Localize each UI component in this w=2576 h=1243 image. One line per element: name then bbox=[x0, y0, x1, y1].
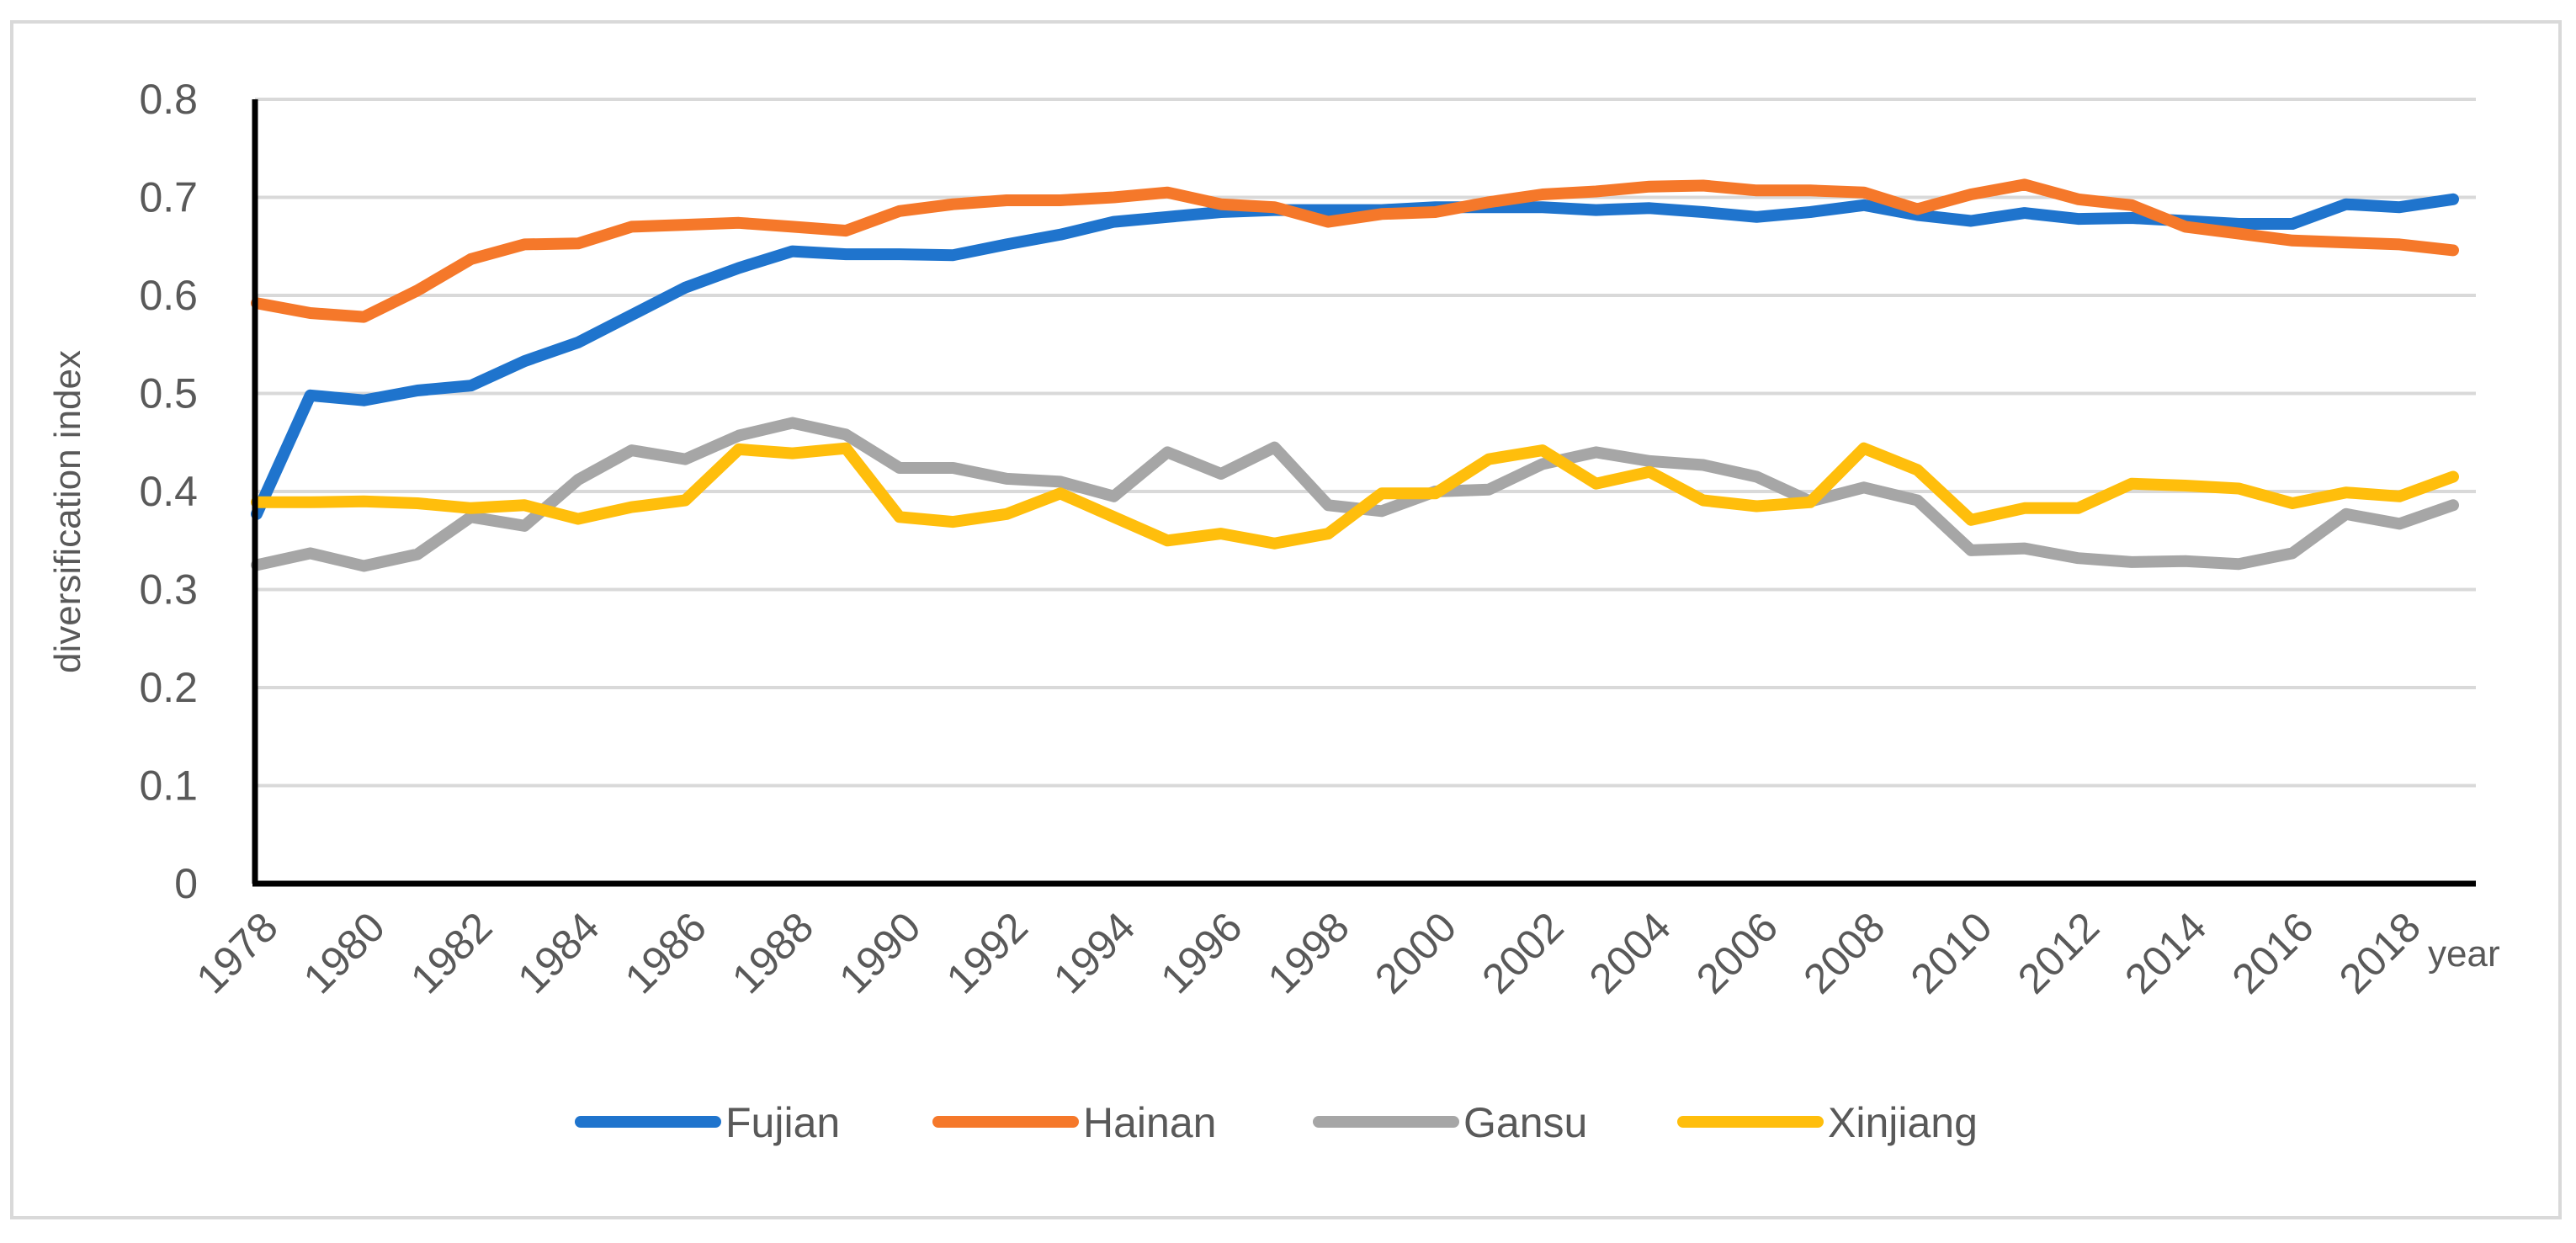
legend-label-fujian: Fujian bbox=[725, 1099, 840, 1146]
x-tick-label: 1984 bbox=[508, 903, 608, 1002]
series-lines bbox=[251, 178, 2459, 572]
x-tick-label: 1992 bbox=[937, 903, 1037, 1002]
legend: Fujian Hainan Gansu Xinjiang bbox=[575, 1099, 1978, 1146]
x-tick-label: 1998 bbox=[1259, 903, 1358, 1002]
y-tick-label: 0.6 bbox=[139, 272, 198, 319]
x-tick-label: 1982 bbox=[401, 903, 501, 1002]
legend-label-hainan: Hainan bbox=[1083, 1099, 1216, 1146]
x-tick-label: 2004 bbox=[1580, 903, 1680, 1002]
y-tick-label: 0.3 bbox=[139, 566, 198, 614]
y-tick-label: 0.5 bbox=[139, 370, 198, 417]
x-tick-label: 1990 bbox=[830, 903, 929, 1002]
y-tick-label: 0.1 bbox=[139, 762, 198, 810]
x-tick-label: 1994 bbox=[1044, 903, 1144, 1002]
y-axis-title: diversification index bbox=[47, 350, 88, 673]
y-tick-label: 0.2 bbox=[139, 664, 198, 711]
series-line-fujian bbox=[251, 193, 2459, 520]
series-line-gansu bbox=[251, 417, 2459, 572]
x-tick-label: 2012 bbox=[2009, 903, 2108, 1002]
legend-label-xinjiang: Xinjiang bbox=[1828, 1099, 1978, 1146]
x-tick-label: 1988 bbox=[723, 903, 822, 1002]
x-tick-labels: 1978 1980 1982 1984 1986 1988 1990 1992 1994 1996… bbox=[188, 903, 2430, 1002]
gridlines bbox=[255, 98, 2476, 788]
x-axis-title: year bbox=[2428, 933, 2500, 975]
x-tick-label: 1980 bbox=[295, 903, 394, 1002]
series-line-hainan bbox=[251, 178, 2459, 323]
x-tick-label: 2014 bbox=[2116, 903, 2215, 1002]
x-tick-label: 2016 bbox=[2223, 903, 2323, 1002]
axes bbox=[252, 99, 2476, 887]
x-tick-label: 2018 bbox=[2330, 903, 2430, 1002]
y-tick-labels: 0 0.1 0.2 0.3 0.4 0.5 0.6 0.7 0.8 bbox=[139, 76, 198, 907]
series-line-xinjiang bbox=[251, 442, 2459, 550]
x-tick-label: 2008 bbox=[1794, 903, 1893, 1002]
x-tick-label: 2006 bbox=[1687, 903, 1787, 1002]
x-tick-label: 2002 bbox=[1473, 903, 1572, 1002]
y-tick-label: 0.4 bbox=[139, 468, 198, 515]
x-tick-label: 1978 bbox=[188, 903, 287, 1002]
y-tick-label: 0.7 bbox=[139, 174, 198, 221]
y-tick-label: 0.8 bbox=[139, 76, 198, 123]
legend-label-gansu: Gansu bbox=[1463, 1099, 1587, 1146]
y-tick-label: 0 bbox=[174, 860, 198, 907]
x-tick-label: 1996 bbox=[1151, 903, 1251, 1002]
x-tick-label: 1986 bbox=[616, 903, 715, 1002]
x-tick-label: 2010 bbox=[1902, 903, 2001, 1002]
x-tick-label: 2000 bbox=[1366, 903, 1465, 1002]
